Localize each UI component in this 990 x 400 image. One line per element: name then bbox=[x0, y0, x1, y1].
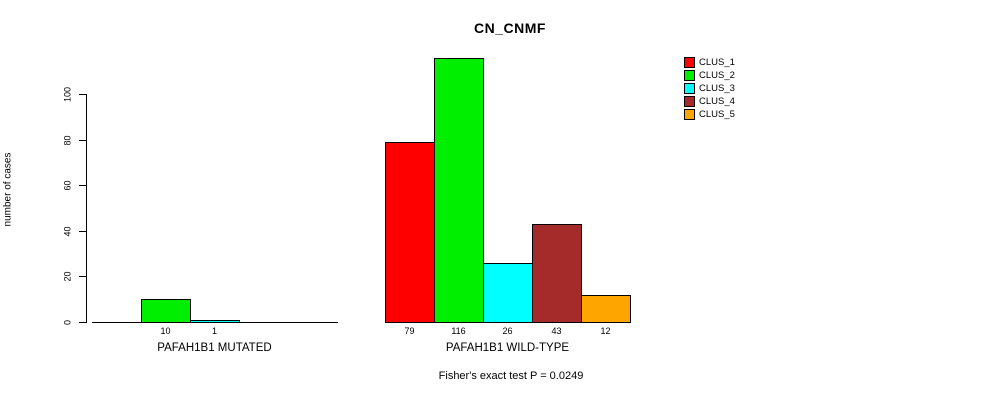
bar-clus_2 bbox=[141, 299, 191, 323]
y-axis-tick bbox=[79, 185, 86, 187]
bar-count-label: 26 bbox=[502, 326, 513, 336]
y-axis-tick-label: 80 bbox=[62, 135, 73, 146]
y-axis-tick bbox=[79, 230, 86, 232]
caption-fisher-test: Fisher's exact test P = 0.0249 bbox=[438, 370, 584, 382]
bar-count-label: 116 bbox=[451, 326, 466, 336]
legend-label: CLUS_4 bbox=[699, 96, 735, 107]
bar-clus_5 bbox=[581, 294, 631, 323]
group-label: PAFAH1B1 MUTATED bbox=[157, 342, 272, 354]
bar-clus_3 bbox=[483, 262, 533, 323]
legend-label: CLUS_5 bbox=[699, 109, 735, 120]
legend-swatch-clus_4 bbox=[684, 96, 695, 107]
y-axis-line bbox=[86, 94, 87, 323]
legend-label: CLUS_1 bbox=[699, 57, 735, 68]
bar-count-label: 79 bbox=[404, 326, 415, 336]
legend-swatch-clus_2 bbox=[684, 70, 695, 81]
bar-count-label: 43 bbox=[551, 326, 562, 336]
bar-count-label: 1 bbox=[211, 326, 217, 336]
group-label: PAFAH1B1 WILD-TYPE bbox=[445, 342, 570, 354]
legend-swatch-clus_5 bbox=[684, 109, 695, 120]
y-axis-tick-label: 0 bbox=[62, 320, 73, 326]
legend-swatch-clus_3 bbox=[684, 83, 695, 94]
y-axis-tick bbox=[79, 139, 86, 141]
y-axis-tick bbox=[79, 322, 86, 323]
bar-clus_4 bbox=[532, 223, 582, 323]
y-axis-tick-label: 60 bbox=[62, 180, 73, 191]
legend-label: CLUS_3 bbox=[699, 83, 735, 94]
y-axis-tick-label: 20 bbox=[62, 271, 73, 282]
y-axis-tick bbox=[79, 94, 86, 95]
bar-count-label: 12 bbox=[600, 326, 611, 336]
bar-clus_1 bbox=[385, 141, 435, 323]
y-axis-tick-label: 100 bbox=[62, 86, 73, 103]
y-axis-tick bbox=[79, 276, 86, 278]
bar-clus_3 bbox=[190, 319, 240, 323]
bar-count-label: 10 bbox=[160, 326, 171, 336]
legend-label: CLUS_2 bbox=[699, 70, 735, 81]
y-axis-tick-label: 40 bbox=[62, 226, 73, 237]
chart-title: CN_CNMF bbox=[474, 20, 546, 36]
legend-swatch-clus_1 bbox=[684, 57, 695, 68]
bar-clus_2 bbox=[434, 57, 484, 323]
y-axis-label: number of cases bbox=[2, 152, 14, 227]
